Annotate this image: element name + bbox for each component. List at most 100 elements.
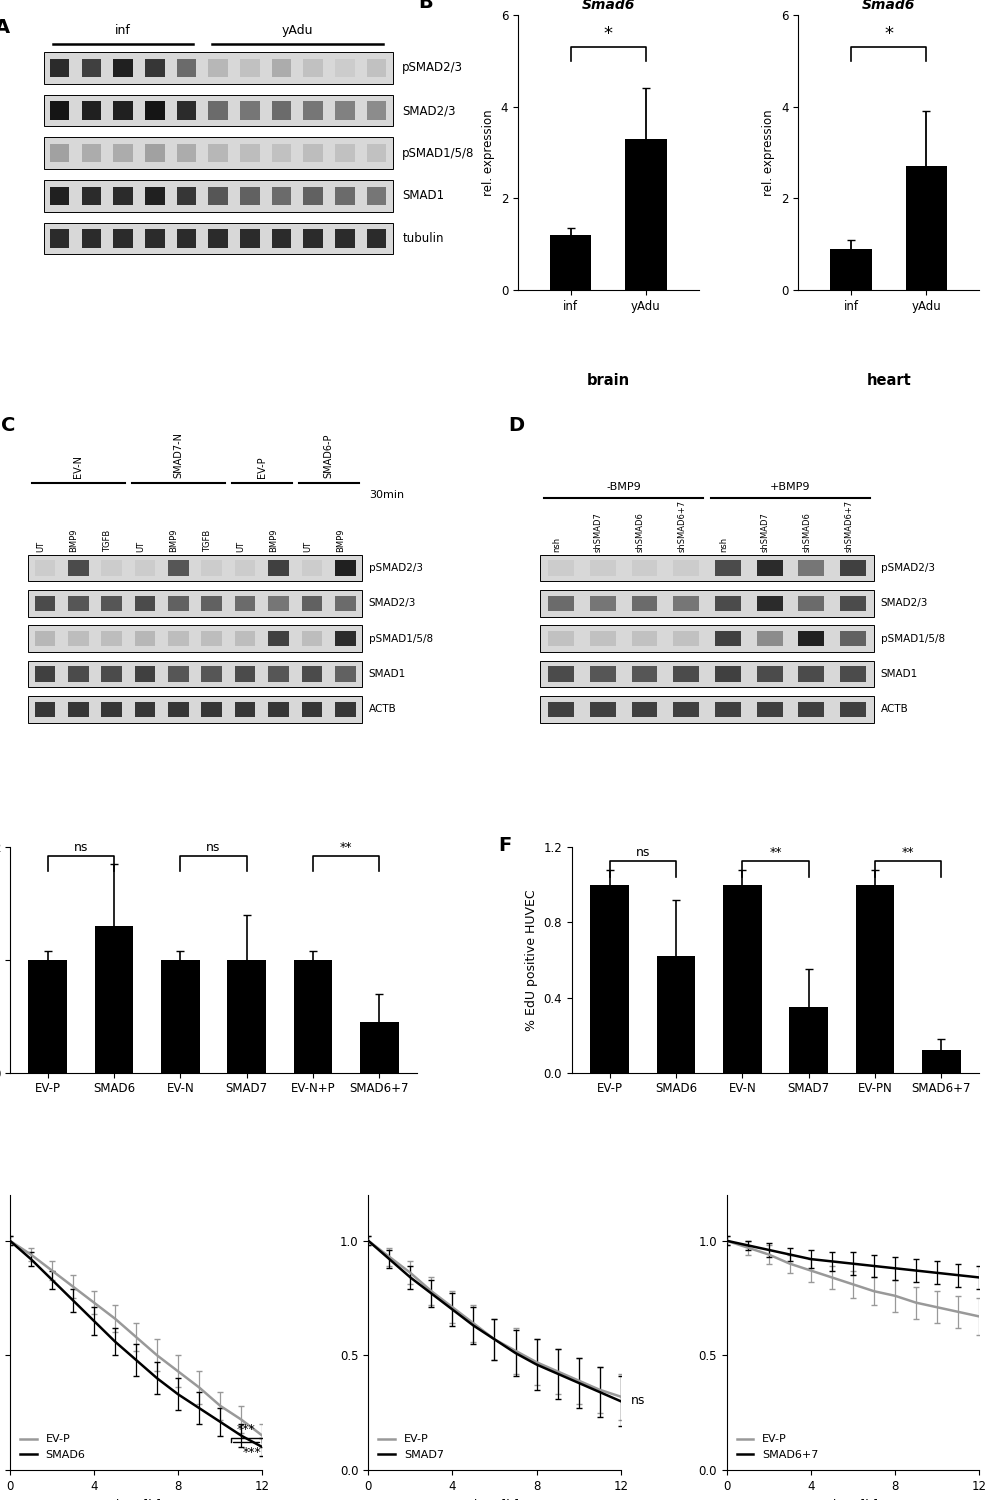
Bar xyxy=(589,702,616,717)
Text: UT: UT xyxy=(303,540,312,552)
EV-P xyxy=(509,1342,521,1360)
Bar xyxy=(715,561,741,576)
Bar xyxy=(68,632,89,646)
Bar xyxy=(234,632,255,646)
SMAD6+7 xyxy=(826,1252,838,1270)
Bar xyxy=(28,626,362,652)
SMAD6+7 xyxy=(931,1264,943,1282)
Text: nsh: nsh xyxy=(552,537,561,552)
Bar xyxy=(304,144,323,162)
Bar xyxy=(68,666,89,681)
Bar xyxy=(302,561,322,576)
Text: SMAD2/3: SMAD2/3 xyxy=(403,104,456,117)
Bar xyxy=(757,561,782,576)
Bar xyxy=(632,561,658,576)
Bar xyxy=(44,53,393,84)
Bar xyxy=(272,58,292,76)
SMAD6+7 xyxy=(868,1257,880,1275)
Bar xyxy=(135,632,155,646)
Bar xyxy=(268,561,289,576)
EV-P xyxy=(910,1293,922,1311)
Bar xyxy=(715,702,741,717)
EV-P xyxy=(215,1396,226,1414)
Bar xyxy=(335,666,356,681)
SMAD6 xyxy=(4,1232,16,1250)
Text: **: ** xyxy=(769,846,781,858)
EV-P xyxy=(721,1232,733,1250)
Bar xyxy=(49,102,69,120)
SMAD6 xyxy=(235,1426,247,1444)
Bar xyxy=(272,230,292,248)
Bar xyxy=(101,596,122,610)
SMAD6 xyxy=(256,1438,268,1456)
EV-P xyxy=(868,1282,880,1300)
Bar xyxy=(209,102,228,120)
SMAD7 xyxy=(362,1232,374,1250)
Text: ACTB: ACTB xyxy=(369,705,397,714)
Bar xyxy=(798,561,824,576)
Line: SMAD7: SMAD7 xyxy=(368,1240,621,1401)
Bar xyxy=(335,596,356,610)
Bar xyxy=(715,632,741,646)
Bar xyxy=(906,166,947,290)
Bar xyxy=(95,926,134,1072)
EV-P xyxy=(384,1248,396,1266)
Bar xyxy=(113,102,133,120)
Bar xyxy=(209,144,228,162)
Bar xyxy=(234,596,255,610)
Text: UT: UT xyxy=(135,540,145,552)
Bar xyxy=(589,632,616,646)
Bar xyxy=(335,632,356,646)
EV-P xyxy=(573,1371,584,1389)
Bar xyxy=(240,144,260,162)
SMAD6 xyxy=(67,1292,79,1310)
Bar xyxy=(44,180,393,212)
Y-axis label: % EdU positive HUVEC: % EdU positive HUVEC xyxy=(525,890,538,1030)
Bar xyxy=(272,144,292,162)
X-axis label: time [h]: time [h] xyxy=(111,1498,161,1500)
EV-P xyxy=(172,1362,184,1380)
Bar xyxy=(68,596,89,610)
Bar xyxy=(35,596,55,610)
SMAD6+7 xyxy=(952,1266,964,1284)
Bar xyxy=(168,702,189,717)
Bar xyxy=(177,58,196,76)
Text: tubulin: tubulin xyxy=(403,232,444,244)
SMAD7 xyxy=(593,1383,605,1401)
Text: EV-P: EV-P xyxy=(257,456,267,478)
Bar xyxy=(240,186,260,206)
Bar xyxy=(168,632,189,646)
Text: pSMAD2/3: pSMAD2/3 xyxy=(881,562,935,573)
Bar xyxy=(268,702,289,717)
Text: shSMAD6+7: shSMAD6+7 xyxy=(677,500,686,552)
Text: pSMAD2/3: pSMAD2/3 xyxy=(369,562,422,573)
Bar xyxy=(540,555,874,582)
Line: EV-P: EV-P xyxy=(10,1240,262,1436)
Bar xyxy=(367,144,387,162)
SMAD6+7 xyxy=(889,1260,901,1278)
Bar xyxy=(922,1050,960,1072)
Text: ***: *** xyxy=(237,1422,256,1436)
EV-P xyxy=(425,1282,437,1300)
Bar xyxy=(798,666,824,681)
Text: C: C xyxy=(1,416,15,435)
Text: SMAD2/3: SMAD2/3 xyxy=(881,598,929,609)
Bar xyxy=(168,666,189,681)
Text: SMAD1: SMAD1 xyxy=(403,189,444,202)
SMAD7 xyxy=(531,1356,543,1374)
EV-P xyxy=(931,1298,943,1316)
Bar xyxy=(135,702,155,717)
SMAD7 xyxy=(468,1317,480,1335)
EV-P xyxy=(193,1378,205,1396)
Y-axis label: rel. expression: rel. expression xyxy=(482,110,495,196)
Text: ns: ns xyxy=(636,846,650,858)
SMAD6+7 xyxy=(721,1232,733,1250)
Bar xyxy=(227,960,266,1072)
EV-P xyxy=(25,1245,37,1263)
Text: pSMAD1/5/8: pSMAD1/5/8 xyxy=(403,147,475,159)
SMAD7 xyxy=(573,1374,584,1392)
Legend: EV-P, SMAD6: EV-P, SMAD6 xyxy=(16,1430,90,1464)
EV-P xyxy=(46,1262,58,1280)
Bar xyxy=(35,702,55,717)
Bar xyxy=(367,102,387,120)
